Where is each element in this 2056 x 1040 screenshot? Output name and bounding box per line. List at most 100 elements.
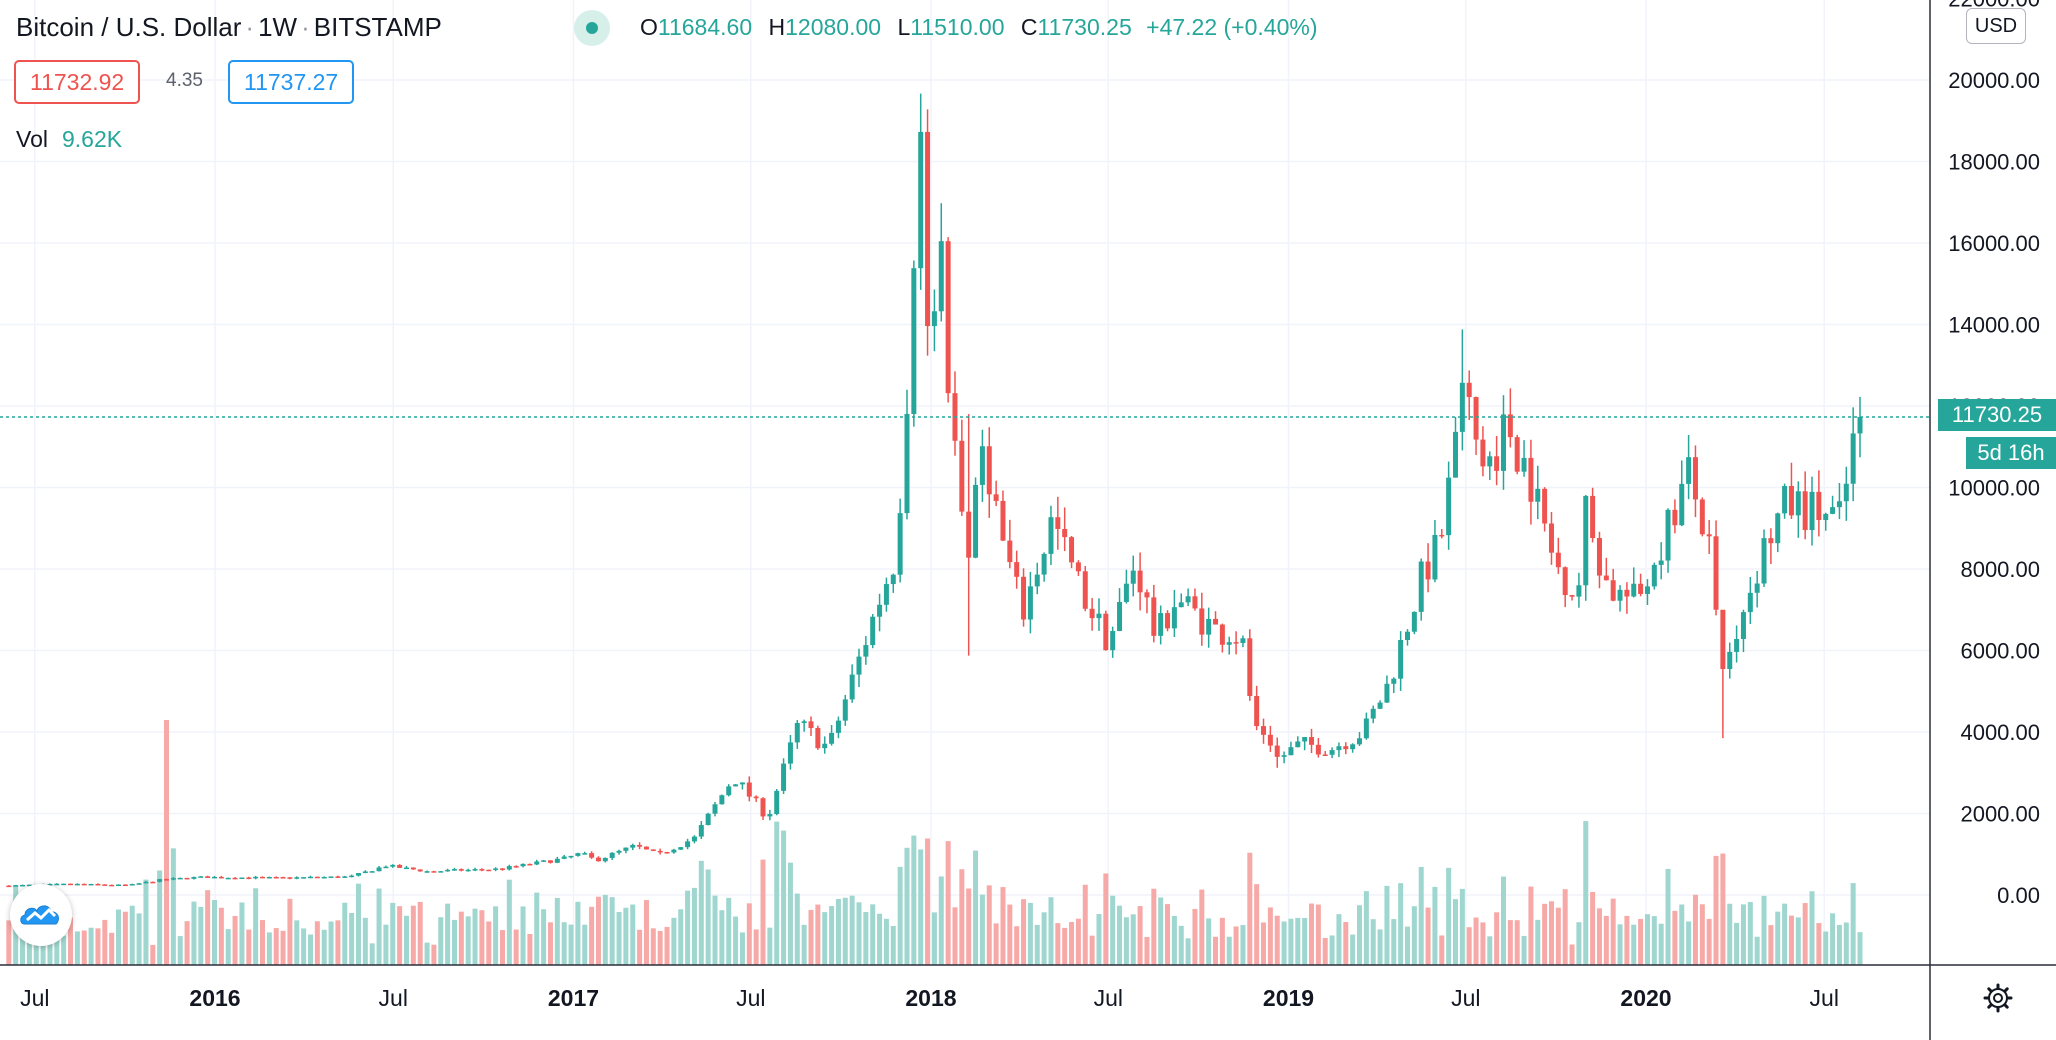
volume-bar bbox=[1686, 921, 1692, 965]
y-tick-label: 18000.00 bbox=[1948, 150, 2040, 175]
separator-dot-2: · bbox=[301, 12, 310, 42]
volume-bar bbox=[1233, 926, 1239, 965]
volume-bar bbox=[1446, 867, 1452, 965]
currency-button[interactable]: USD bbox=[1966, 8, 2026, 44]
volume-bar bbox=[1603, 915, 1609, 965]
volume-bar bbox=[1432, 886, 1438, 965]
candle-body bbox=[993, 494, 999, 501]
candle-body bbox=[472, 869, 478, 871]
y-tick-label: 6000.00 bbox=[1960, 639, 2040, 664]
candle-body bbox=[294, 877, 300, 879]
candle-body bbox=[959, 440, 965, 512]
volume-bar bbox=[595, 896, 601, 965]
candle-body bbox=[938, 241, 944, 312]
volume-bar bbox=[1631, 924, 1637, 965]
candle-body bbox=[1686, 457, 1692, 484]
candle-body bbox=[705, 813, 711, 826]
candle-body bbox=[20, 884, 26, 887]
candle-body bbox=[541, 860, 547, 862]
volume-bar bbox=[767, 927, 773, 965]
candle-body bbox=[815, 728, 821, 749]
volume-bar bbox=[554, 897, 560, 965]
interval-label[interactable]: 1W bbox=[258, 12, 298, 42]
candle-body bbox=[1740, 612, 1746, 640]
buy-price-button[interactable]: 11737.27 bbox=[228, 60, 355, 104]
volume-bar bbox=[424, 942, 430, 965]
candle-body bbox=[609, 852, 615, 858]
volume-bar bbox=[1185, 938, 1191, 965]
volume-bar bbox=[1699, 904, 1705, 965]
candle-body bbox=[1473, 397, 1479, 440]
volume-bar bbox=[1096, 914, 1102, 965]
candle-body bbox=[1507, 414, 1513, 438]
candle-body bbox=[1720, 609, 1726, 670]
volume-bar bbox=[1274, 915, 1280, 965]
volume-bar bbox=[81, 930, 87, 965]
candle-body bbox=[1747, 592, 1753, 613]
volume-bar bbox=[938, 876, 944, 965]
candle-body bbox=[280, 877, 286, 879]
volume-bar bbox=[266, 932, 272, 965]
volume-bar bbox=[465, 916, 471, 965]
candle-body bbox=[1014, 562, 1020, 577]
candle-body bbox=[1830, 507, 1836, 514]
x-tick-label: 2020 bbox=[1620, 985, 1671, 1011]
candle-body bbox=[1123, 583, 1129, 603]
candle-body bbox=[68, 883, 74, 886]
gear-icon[interactable] bbox=[1982, 982, 2014, 1014]
candle-body bbox=[1651, 564, 1657, 587]
candle-body bbox=[637, 844, 643, 847]
volume-bar bbox=[547, 922, 553, 965]
candle-body bbox=[1233, 642, 1239, 644]
volume-legend[interactable]: Vol 9.62K bbox=[16, 126, 122, 153]
candle-body bbox=[931, 311, 937, 327]
volume-bar bbox=[973, 850, 979, 965]
candle-body bbox=[458, 869, 464, 871]
volume-bar bbox=[376, 888, 382, 965]
candle-body bbox=[1446, 477, 1452, 536]
tradingview-cloud-icon[interactable] bbox=[10, 884, 72, 946]
x-tick-label: 2019 bbox=[1263, 985, 1314, 1011]
volume-bar bbox=[1144, 936, 1150, 965]
candle-body bbox=[794, 723, 800, 743]
volume-bar bbox=[630, 904, 636, 965]
volume-bar bbox=[1720, 853, 1726, 965]
candle-body bbox=[925, 131, 931, 327]
candle-body bbox=[808, 721, 814, 729]
symbol-title[interactable]: Bitcoin / U.S. Dollar · 1W · BITSTAMP bbox=[16, 12, 442, 43]
candle-body bbox=[287, 877, 293, 879]
candle-body bbox=[986, 446, 992, 495]
volume-bar bbox=[609, 897, 615, 965]
volume-bar bbox=[671, 917, 677, 965]
volume-value: 9.62K bbox=[61, 126, 123, 152]
candle-body bbox=[1528, 457, 1534, 502]
volume-bar bbox=[1357, 905, 1363, 965]
volume-bar bbox=[301, 928, 307, 965]
volume-bar bbox=[88, 927, 94, 965]
volume-bar bbox=[1405, 926, 1410, 965]
candle-body bbox=[1055, 517, 1061, 529]
candle-body bbox=[102, 884, 108, 886]
candle-body bbox=[1213, 618, 1219, 625]
volume-bar bbox=[232, 915, 238, 965]
candle-body bbox=[116, 884, 122, 887]
volume-bar bbox=[1555, 907, 1561, 965]
volume-bar bbox=[842, 897, 848, 965]
sell-price-button[interactable]: 11732.92 bbox=[14, 60, 141, 104]
candle-body bbox=[1713, 536, 1719, 610]
candle-body bbox=[1480, 439, 1486, 467]
candle-body bbox=[177, 877, 183, 880]
candle-body bbox=[1309, 737, 1315, 745]
volume-bar bbox=[1110, 895, 1116, 965]
volume-bar bbox=[513, 929, 519, 965]
volume-bar bbox=[225, 929, 231, 965]
volume-bar bbox=[1439, 935, 1445, 965]
volume-bar bbox=[1343, 922, 1349, 965]
volume-bar bbox=[1782, 903, 1788, 965]
volume-bar bbox=[1480, 922, 1486, 965]
candle-body bbox=[1754, 583, 1760, 593]
volume-bar bbox=[945, 841, 951, 965]
volume-bar bbox=[1850, 883, 1856, 965]
volume-bar bbox=[1219, 917, 1225, 965]
